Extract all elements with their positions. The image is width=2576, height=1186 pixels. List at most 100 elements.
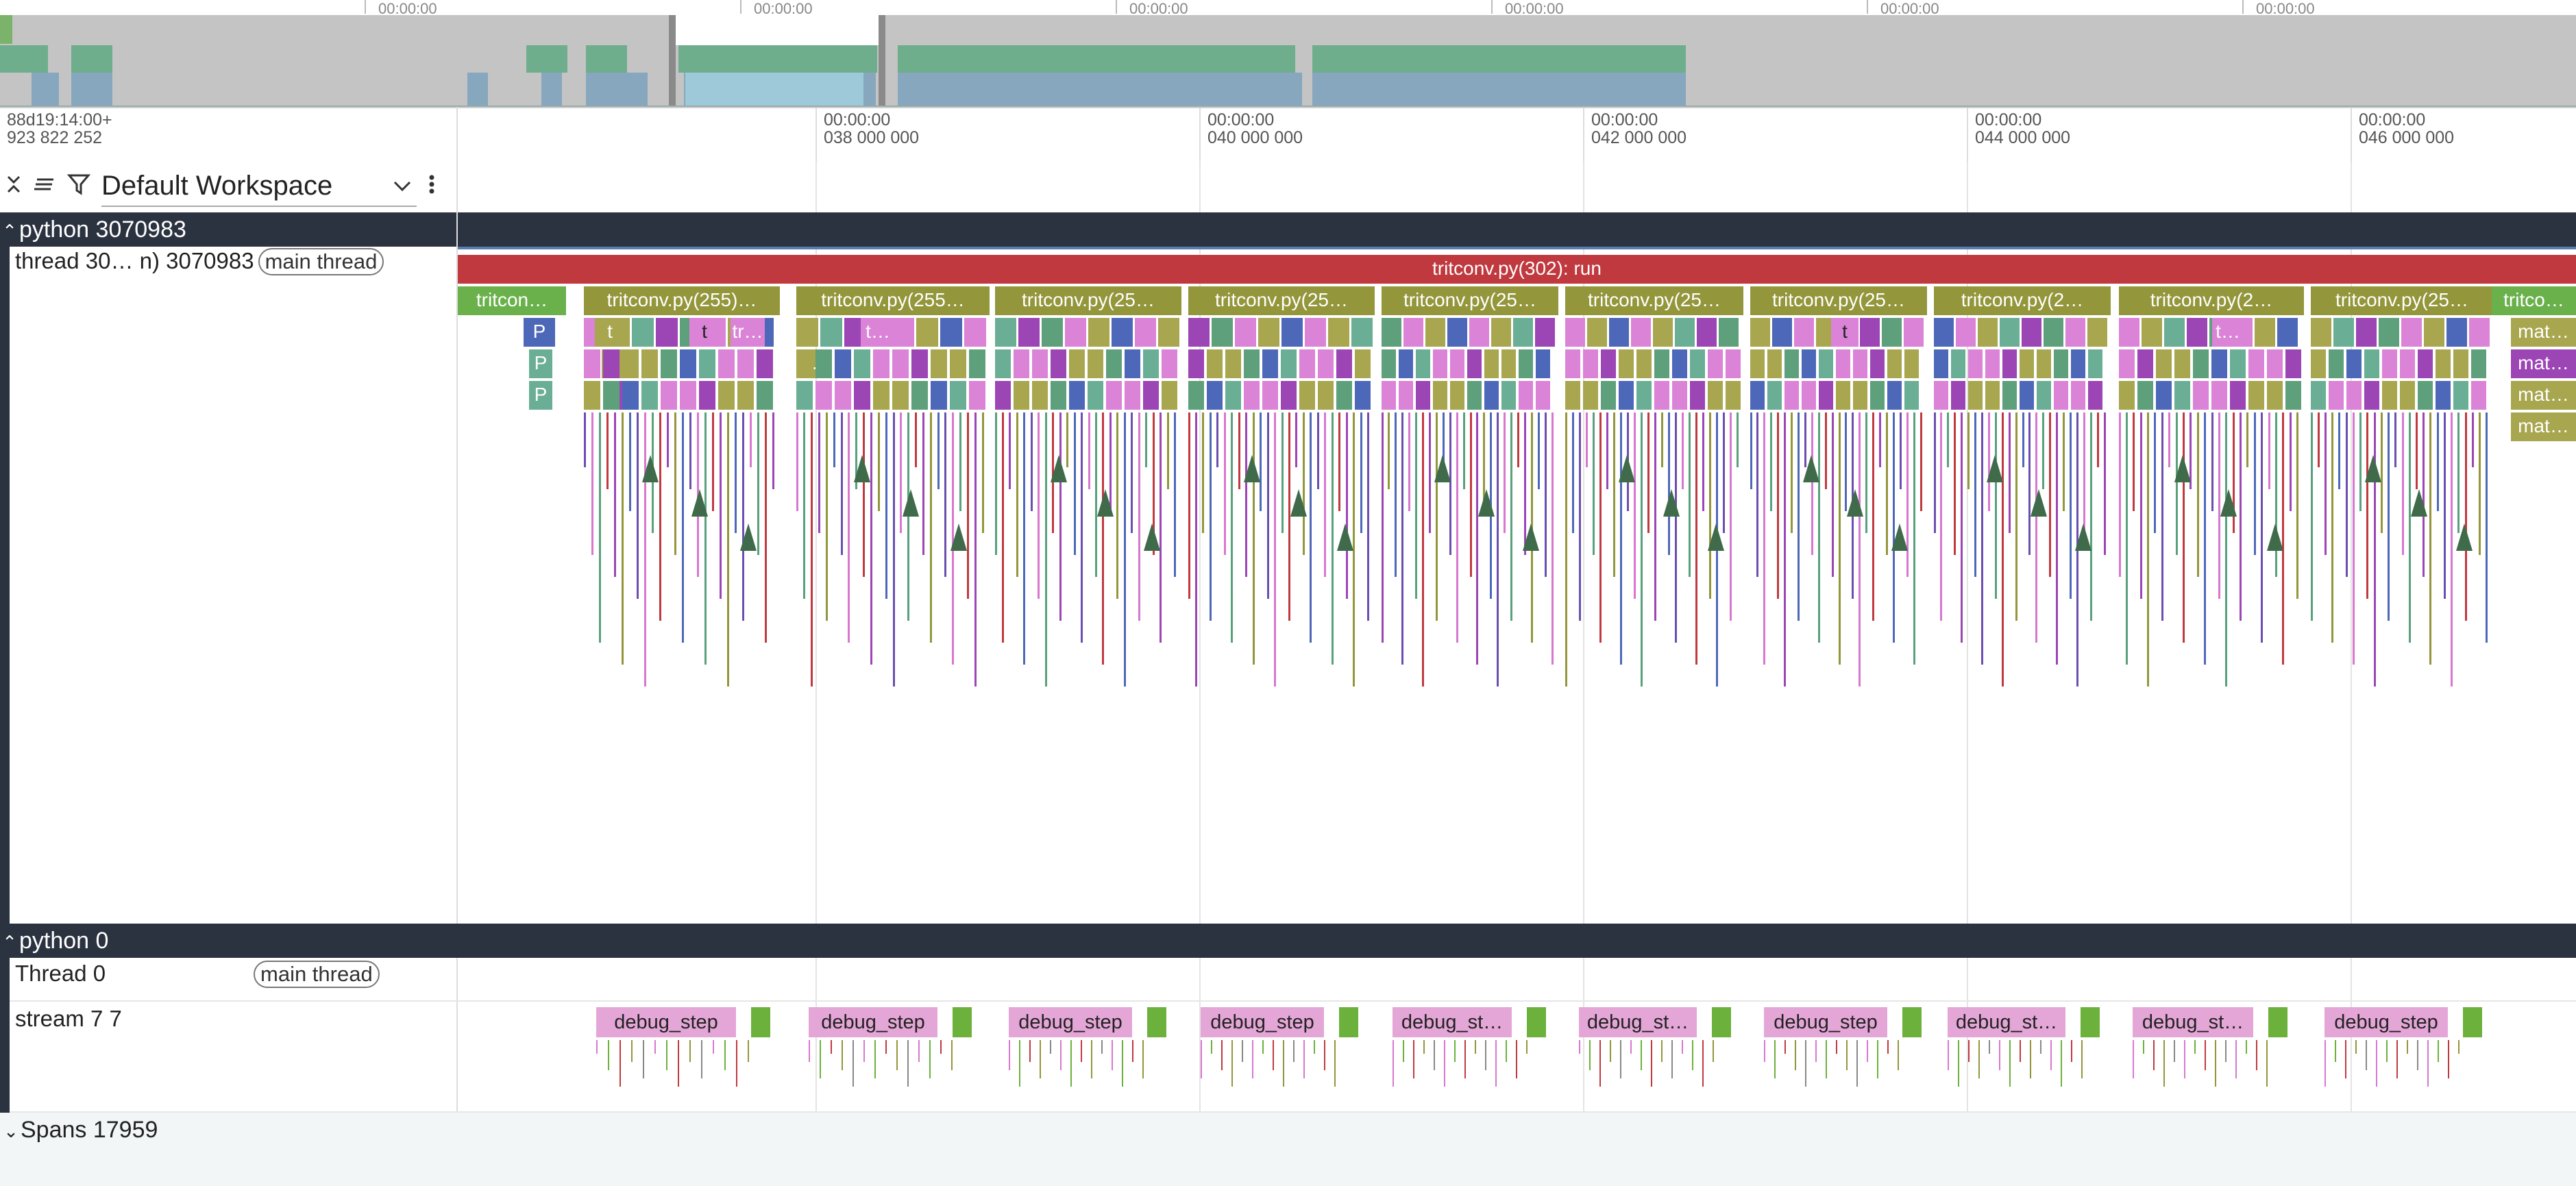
call-slice-deep[interactable]: [1244, 381, 1260, 410]
call-slice-small[interactable]: [1719, 318, 1739, 347]
call-slice-thin[interactable]: [1613, 412, 1615, 577]
call-slice-deep[interactable]: [1501, 381, 1516, 410]
call-slice-thin[interactable]: [1947, 412, 1949, 467]
call-slice-small[interactable]: [1425, 318, 1445, 347]
marker-triangle[interactable]: [1987, 455, 2003, 482]
call-slice-thin[interactable]: [930, 412, 932, 643]
call-slice-thin[interactable]: [1245, 412, 1247, 577]
call-slice-deep[interactable]: [1281, 349, 1297, 378]
call-slice-deep[interactable]: [1336, 381, 1352, 410]
call-slice-thin[interactable]: [1238, 412, 1240, 489]
call-slice-deep[interactable]: [1225, 349, 1241, 378]
call-slice-thin[interactable]: [870, 412, 872, 665]
call-slice-deep[interactable]: [2193, 349, 2209, 378]
call-slice-thin[interactable]: [2028, 412, 2031, 555]
call-slice-thin[interactable]: [1682, 412, 1684, 489]
call-slice-thin[interactable]: [1641, 412, 1643, 687]
call-slice-thin[interactable]: [1317, 412, 1319, 489]
call-slice-thin[interactable]: [1572, 412, 1574, 533]
call-slice-thin[interactable]: [2211, 412, 2213, 511]
call-slice-thin[interactable]: [2225, 412, 2227, 687]
call-slice-deep[interactable]: [584, 349, 600, 378]
debug-step-marker[interactable]: [751, 1007, 770, 1037]
call-slice-deep[interactable]: [1565, 349, 1580, 378]
call-slice-small[interactable]: [1882, 318, 1902, 347]
call-slice-small[interactable]: [1018, 318, 1040, 347]
call-slice-deep[interactable]: [2054, 381, 2068, 410]
call-slice-thin[interactable]: [1160, 412, 1162, 643]
call-slice-thin[interactable]: [1954, 412, 1956, 555]
call-slice-thin[interactable]: [2049, 412, 2051, 577]
debug-step-slice[interactable]: debug_st…: [1579, 1007, 1697, 1037]
call-slice-thin[interactable]: [2119, 412, 2121, 577]
call-slice-deep[interactable]: [1088, 381, 1103, 410]
call-slice-small[interactable]: [1088, 318, 1109, 347]
marker-triangle[interactable]: [2411, 489, 2427, 517]
marker-triangle[interactable]: [1290, 489, 1307, 517]
call-slice-deep[interactable]: [1819, 381, 1833, 410]
call-slice-thin[interactable]: [2189, 412, 2192, 489]
call-slice-small[interactable]: [1535, 318, 1555, 347]
call-slice-thin[interactable]: [1260, 412, 1262, 511]
call-slice-deep[interactable]: [1904, 349, 1919, 378]
call-slice-thin[interactable]: [1689, 412, 1691, 577]
call-slice-thin[interactable]: [1288, 412, 1290, 621]
call-slice-deep[interactable]: [1051, 381, 1066, 410]
debug-step-slice[interactable]: debug_step: [1009, 1007, 1132, 1037]
call-slice-deep[interactable]: [1450, 349, 1464, 378]
call-slice-small[interactable]: [1631, 318, 1651, 347]
call-slice-thin[interactable]: [2168, 412, 2170, 467]
call-slice-small[interactable]: mat…: [2511, 318, 2576, 347]
call-slice-deep[interactable]: [1519, 349, 1533, 378]
call-slice-thin[interactable]: [1353, 412, 1355, 687]
call-slice-thin[interactable]: [1599, 412, 1602, 643]
call-slice-deep[interactable]: [2071, 349, 2085, 378]
call-slice-small[interactable]: [820, 318, 842, 347]
call-slice-deep[interactable]: [1750, 381, 1765, 410]
call-slice-thin[interactable]: [1274, 412, 1276, 687]
call-slice-deep[interactable]: [2119, 349, 2135, 378]
call-slice-thin[interactable]: [2126, 412, 2128, 665]
call-slice-deep[interactable]: [1672, 349, 1687, 378]
call-slice-thin[interactable]: [1886, 412, 1888, 555]
call-slice-thin[interactable]: [1763, 412, 1765, 665]
call-slice-thin[interactable]: [818, 412, 820, 533]
call-slice-thin[interactable]: [2465, 412, 2467, 621]
call-slice-thin[interactable]: [1981, 412, 1983, 665]
call-slice-small[interactable]: [2401, 318, 2422, 347]
call-slice-deep[interactable]: [2174, 349, 2190, 378]
call-slice[interactable]: tritconv.py(25…: [1565, 286, 1743, 315]
call-slice-deep[interactable]: [2311, 349, 2326, 378]
call-slice-small[interactable]: [1281, 318, 1303, 347]
call-slice-thin[interactable]: [2296, 412, 2298, 599]
call-slice-deep[interactable]: [1934, 349, 1948, 378]
call-slice-small[interactable]: [1305, 318, 1326, 347]
marker-triangle[interactable]: [1847, 489, 1863, 517]
call-slice-thin[interactable]: [606, 412, 609, 489]
call-slice-deep[interactable]: [815, 349, 832, 378]
call-slice-small[interactable]: [1978, 318, 1998, 347]
call-slice-deep[interactable]: [1051, 349, 1066, 378]
call-slice-small[interactable]: [964, 318, 986, 347]
call-slice-deep[interactable]: [2037, 381, 2051, 410]
call-slice-deep[interactable]: [1088, 349, 1103, 378]
call-slice-thin[interactable]: [1497, 412, 1499, 687]
call-slice-thin[interactable]: [689, 412, 691, 489]
call-slice-thin[interactable]: [893, 412, 895, 687]
list-icon[interactable]: [33, 173, 56, 202]
call-slice-deep[interactable]: [737, 381, 754, 410]
call-slice-deep[interactable]: [2054, 349, 2068, 378]
call-slice-small[interactable]: [632, 318, 654, 347]
call-slice-deep[interactable]: [911, 381, 928, 410]
call-slice-thin[interactable]: [1023, 412, 1025, 665]
call-slice[interactable]: tritconv.py(25…: [1382, 286, 1558, 315]
call-slice-small[interactable]: [1697, 318, 1717, 347]
call-slice-thin[interactable]: [826, 412, 828, 621]
call-slice-thin[interactable]: [2070, 412, 2072, 599]
call-slice-deep[interactable]: [1887, 381, 1902, 410]
call-slice-thin[interactable]: [2042, 412, 2044, 489]
call-slice-thin[interactable]: [2090, 412, 2092, 621]
call-slice-deep[interactable]: [2211, 381, 2227, 410]
marker-triangle[interactable]: [691, 489, 708, 517]
call-slice-deep[interactable]: [1069, 381, 1085, 410]
